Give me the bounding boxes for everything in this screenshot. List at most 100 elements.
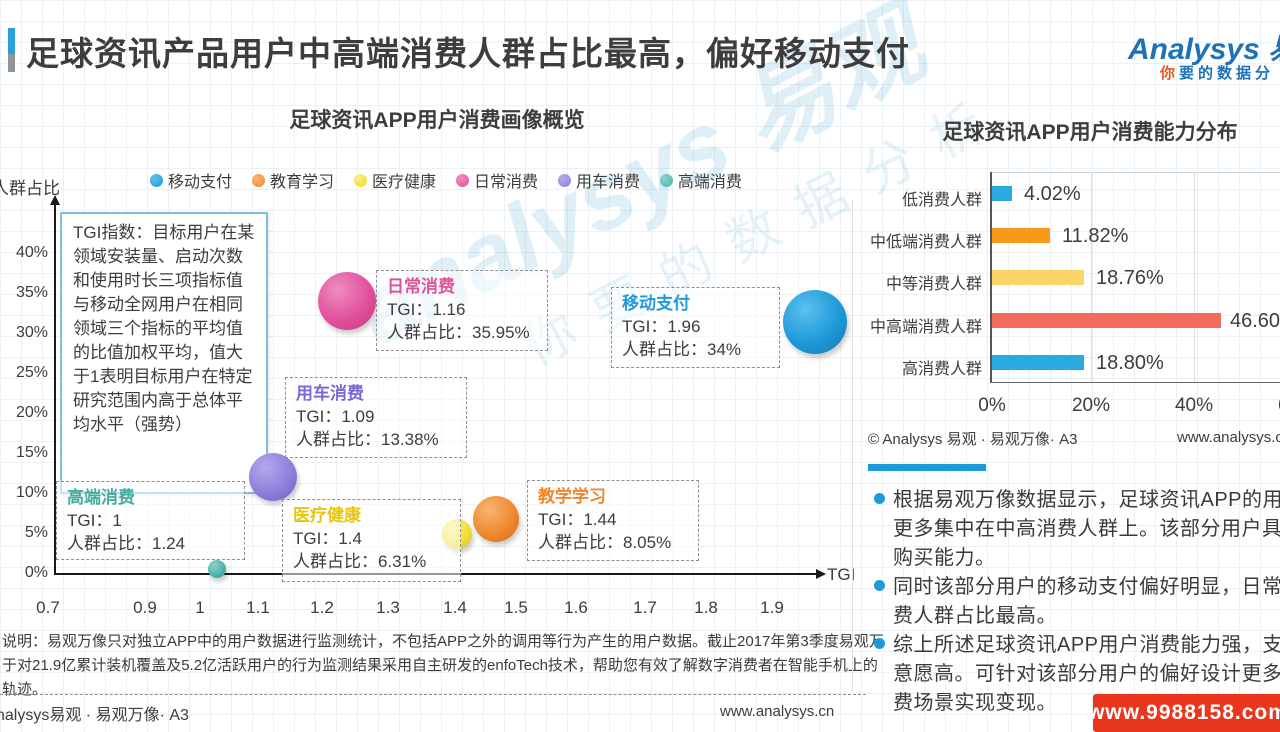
label-box-premium: 高端消费 TGI：1 人群占比：1.24 [56,481,245,560]
legend-dot-icon [557,173,571,187]
bullet-icon [874,638,885,649]
footer-brand: nalysys易观 · 易观万像· A3 [0,707,189,724]
legend-item-car: 用车消费 [557,168,640,192]
label-box-name: 用车消费 [296,384,364,403]
footnote-line: 轨迹。 [2,681,48,698]
label-box-tgi: TGI：1.09 [296,407,375,426]
label-box-name: 医疗健康 [293,506,361,525]
label-box-share: 人群占比：35.95% [387,323,530,342]
label-box-share: 人群占比：34% [622,340,742,359]
bar-value: 46.60% [1230,310,1280,332]
y-tick: 10% [15,484,48,501]
insight-line: 综上所述足球资讯APP用户消费能力强，支付 [893,634,1280,656]
attribution-url: www.analysys.cn [1177,429,1280,446]
y-tick: 30% [15,324,48,341]
y-axis-title: 人群占比 [0,179,60,198]
logo-tagline: 你要的数据分 [1160,62,1274,83]
bar-mid [992,270,1084,285]
bar-x-tick: 60% [1278,395,1280,417]
y-tick: 25% [15,364,48,381]
bubble-premium-consumption [208,560,226,578]
x-tick: 1.5 [504,598,528,617]
title-accent-bar [8,28,15,72]
bar-category: 中低端消费人群 [869,234,982,251]
y-tick: 40% [15,244,48,261]
legend-dot-icon [150,173,163,187]
bar-low [992,186,1012,201]
bar-category: 低消费人群 [901,192,982,209]
legend-dot-icon [455,173,469,187]
section-separator [852,200,853,692]
bar-x-tick: 0% [978,395,1006,416]
bar-chart-y-axis [990,172,992,383]
bubble-car-consumption [249,453,297,501]
bubble-daily-consumption [318,272,376,330]
label-box-tgi: TGI：1.16 [387,300,466,319]
attribution: © Analysys 易观 · 易观万像· A3 [868,431,1078,448]
y-tick: 0% [24,564,48,581]
insight-line: 根据易观万像数据显示，足球资讯APP的用户 [893,489,1280,511]
legend-label: 医疗健康 [371,174,436,191]
legend-item-medical: 医疗健康 [353,168,436,192]
bar-x-tick: 40% [1174,395,1214,416]
insights-divider [868,464,986,471]
x-tick: 1.9 [760,598,784,617]
bar-chart-title: 足球资讯APP用户消费能力分布 [942,121,1238,144]
x-axis-title: TGI [827,565,856,584]
x-tick: 1.4 [443,598,467,617]
bar-mid-high [992,313,1221,328]
bar-category: 中高端消费人群 [869,319,982,336]
legend-label: 用车消费 [575,174,640,191]
legend-dot-icon [353,173,367,187]
bar-category: 高消费人群 [901,361,982,378]
footer-url: www.analysys.cn [720,703,835,720]
label-box-mobile: 移动支付 TGI：1.96 人群占比：34% [611,287,780,368]
insight-line: 费人群占比最高。 [893,605,1057,627]
bullet-icon [874,493,885,504]
label-box-name: 日常消费 [387,277,455,296]
x-tick: 1.2 [310,598,334,617]
y-tick: 35% [15,284,48,301]
plot-border-top [991,172,1280,173]
bar-value: 11.82% [1062,225,1129,247]
label-box-tgi: TGI：1.4 [293,529,362,548]
legend-item-premium: 高端消费 [659,168,742,192]
label-box-medical: 医疗健康 TGI：1.4 人群占比：6.31% [282,499,461,582]
label-box-share: 人群占比：13.38% [296,430,439,449]
bar-chart-x-axis [990,382,1280,383]
legend-label: 日常消费 [473,174,538,191]
bubble-chart-title: 足球资讯APP用户消费画像概览 [289,109,585,132]
legend-item-mobile-pay: 移动支付 [150,168,232,192]
insight-line: 同时该部分用户的移动支付偏好明显，日常消 [893,576,1280,598]
label-box-name: 高端消费 [67,488,135,507]
bullet-icon [874,580,885,591]
x-axis-arrow-icon [816,569,826,579]
gridline [1194,172,1195,382]
y-axis [54,204,56,575]
footer-divider [0,694,866,695]
bubble-chart-legend: 移动支付 教育学习 医疗健康 日常消费 用车消费 高端消费 [150,168,742,192]
x-tick: 0.9 [133,598,157,617]
y-tick: 20% [15,404,48,421]
bar-high [992,355,1084,370]
page-title: 足球资讯产品用户中高端消费人群占比最高，偏好移动支付 [26,35,910,72]
bubble-education-learning [473,496,519,542]
legend-dot-icon [251,173,265,187]
label-box-share: 人群占比：8.05% [538,533,672,552]
bar-value: 4.02% [1024,183,1081,205]
x-tick: 0.7 [36,598,60,617]
bubble-mobile-payment [783,290,847,354]
y-axis-arrow-icon [50,195,60,205]
x-tick: 1.7 [633,598,657,617]
analysys-logo: Analysys 易 [1128,33,1280,66]
footnote-line: 说明：易观万像只对独立APP中的用户数据进行监测统计，不包括APP之外的调用等行… [2,633,884,650]
bar-x-tick: 20% [1071,395,1111,416]
insight-line: 更多集中在中高消费人群上。该部分用户具有 [893,518,1280,540]
promo-banner: www.9988158.com [1088,694,1280,732]
bar-category: 中等消费人群 [885,276,982,293]
label-box-tgi: TGI：1.44 [538,510,617,529]
gridline [1091,172,1092,382]
x-tick: 1.8 [694,598,718,617]
y-tick: 15% [15,444,48,461]
bar-mid-low [992,228,1050,243]
